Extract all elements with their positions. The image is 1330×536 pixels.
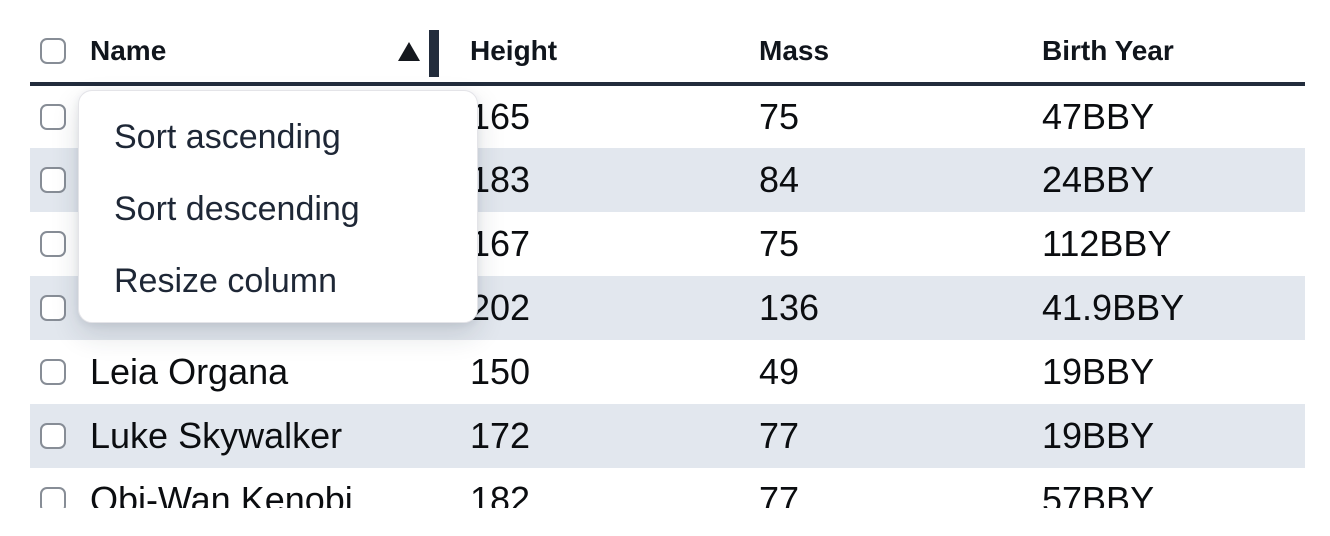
- menu-item-resize-column[interactable]: Resize column: [114, 261, 337, 300]
- column-context-menu: Sort ascending Sort descending Resize co…: [78, 90, 478, 323]
- cell-mass: 77: [759, 415, 800, 456]
- menu-item-sort-ascending[interactable]: Sort ascending: [114, 117, 341, 156]
- table-row[interactable]: Obi-Wan Kenobi 182 77 57BBY: [30, 468, 1305, 508]
- cell-birth-year: 24BBY: [1042, 159, 1155, 200]
- table-row[interactable]: Leia Organa 150 49 19BBY: [30, 340, 1305, 404]
- cell-mass: 136: [759, 287, 820, 328]
- column-resize-handle[interactable]: [429, 29, 439, 77]
- table-row[interactable]: 165 75 47BBY: [30, 84, 1305, 148]
- row-checkbox[interactable]: [40, 359, 66, 385]
- cell-birth-year: 47BBY: [1042, 96, 1155, 137]
- cell-name: Leia Organa: [90, 351, 289, 392]
- column-header-name-cell: Name: [78, 0, 446, 86]
- header-row: Name Height Mass Birth Year: [30, 0, 1305, 86]
- sort-ascending-icon: [398, 41, 420, 61]
- header-select-cell: [30, 0, 78, 86]
- cell-mass: 77: [759, 479, 800, 508]
- row-checkbox[interactable]: [40, 167, 66, 193]
- cell-height: 150: [470, 351, 531, 392]
- cell-birth-year: 19BBY: [1042, 351, 1155, 392]
- cell-mass: 75: [759, 223, 800, 264]
- cell-height: 202: [470, 287, 531, 328]
- column-header-height[interactable]: Height: [446, 0, 735, 86]
- cell-name: Obi-Wan Kenobi: [90, 479, 353, 508]
- cell-birth-year: 41.9BBY: [1042, 287, 1185, 328]
- table-viewport: Name Height Mass Birth Year 165 75 47BBY: [30, 0, 1305, 508]
- cell-height: 183: [470, 159, 531, 200]
- cell-mass: 84: [759, 159, 800, 200]
- column-header-mass[interactable]: Mass: [735, 0, 1018, 86]
- cell-height: 172: [470, 415, 531, 456]
- column-header-name[interactable]: Name: [90, 35, 167, 66]
- row-checkbox[interactable]: [40, 487, 66, 508]
- cell-height: 167: [470, 223, 531, 264]
- cell-height: 182: [470, 479, 531, 508]
- row-checkbox[interactable]: [40, 423, 66, 449]
- row-checkbox[interactable]: [40, 295, 66, 321]
- cell-height: 165: [470, 96, 531, 137]
- table-row[interactable]: Luke Skywalker 172 77 19BBY: [30, 404, 1305, 468]
- row-checkbox[interactable]: [40, 104, 66, 130]
- cell-mass: 75: [759, 96, 800, 137]
- row-checkbox[interactable]: [40, 231, 66, 257]
- select-all-checkbox[interactable]: [40, 38, 66, 64]
- characters-table: Name Height Mass Birth Year 165 75 47BBY: [30, 0, 1305, 508]
- table-row[interactable]: 167 75 112BBY: [30, 212, 1305, 276]
- cell-mass: 49: [759, 351, 800, 392]
- menu-item-sort-descending[interactable]: Sort descending: [114, 189, 360, 228]
- cell-birth-year: 57BBY: [1042, 479, 1155, 508]
- column-header-birth-year[interactable]: Birth Year: [1018, 0, 1305, 86]
- cell-birth-year: 112BBY: [1042, 223, 1172, 264]
- cell-name: Luke Skywalker: [90, 415, 343, 456]
- cell-birth-year: 19BBY: [1042, 415, 1155, 456]
